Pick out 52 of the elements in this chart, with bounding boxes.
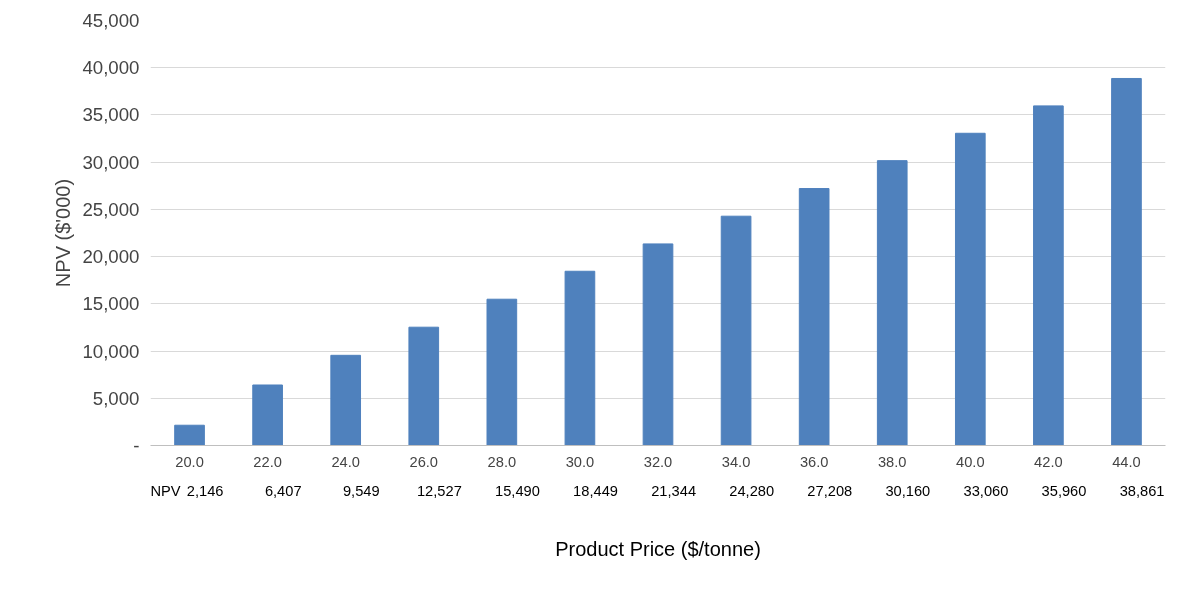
data-label: 6,407 (264, 483, 302, 500)
x-tick-label: 22.0 (253, 453, 282, 470)
y-axis-title: NPV ($'000) (52, 178, 75, 288)
x-tick-label: 20.0 (175, 453, 204, 470)
x-tick-label: 34.0 (721, 453, 751, 470)
bar (798, 188, 830, 446)
x-tick-label: 24.0 (331, 453, 360, 470)
bar (642, 243, 674, 446)
x-tick-label: 26.0 (409, 453, 439, 470)
data-label: 38,861 (1119, 483, 1165, 500)
bar (876, 160, 908, 446)
x-tick-label: 30.0 (565, 453, 595, 470)
y-tick-label: 30,000 (82, 151, 140, 173)
y-tick-label: 45,000 (82, 10, 140, 31)
bar (174, 424, 205, 446)
bar (954, 132, 986, 446)
y-tick-label: 25,000 (82, 198, 140, 220)
bar (1111, 77, 1142, 446)
bar (330, 354, 362, 446)
data-label: 33,060 (963, 483, 1009, 500)
y-tick-label: 20,000 (82, 246, 140, 268)
data-label: 12,527 (416, 483, 462, 500)
y-tick-label: - (133, 435, 140, 456)
y-tick-label: 35,000 (82, 104, 140, 126)
data-label: 9,549 (342, 483, 380, 500)
bar (408, 326, 440, 446)
x-tick-label: 44.0 (1112, 453, 1141, 470)
data-label: 15,490 (495, 483, 540, 500)
text: NPV (150, 483, 181, 500)
data-label: 18,449 (573, 483, 618, 500)
x-tick-label: 42.0 (1034, 453, 1063, 470)
data-label: 35,960 (1041, 483, 1087, 500)
bar (252, 384, 283, 446)
data-label: 27,208 (807, 483, 853, 500)
data-label: 30,160 (885, 483, 931, 500)
y-tick-label: 40,000 (82, 57, 140, 79)
bar (1033, 105, 1064, 446)
bar (720, 215, 752, 446)
x-axis-title: Product Price ($/tonne) (555, 538, 761, 560)
x-tick-label: 28.0 (487, 453, 517, 470)
x-tick-label: 36.0 (799, 453, 829, 470)
x-tick-label: 40.0 (956, 453, 985, 470)
data-label: 21,344 (651, 483, 697, 500)
bar (486, 298, 518, 446)
x-tick-label: 38.0 (877, 453, 907, 470)
bar (564, 270, 596, 446)
x-tick-label: 32.0 (643, 453, 673, 470)
data-label: 24,280 (729, 483, 775, 500)
y-tick-label: 15,000 (82, 293, 140, 315)
y-tick-label: 10,000 (82, 340, 140, 362)
y-tick-label: 5,000 (92, 387, 140, 409)
data-label: 2,146 (186, 483, 224, 500)
